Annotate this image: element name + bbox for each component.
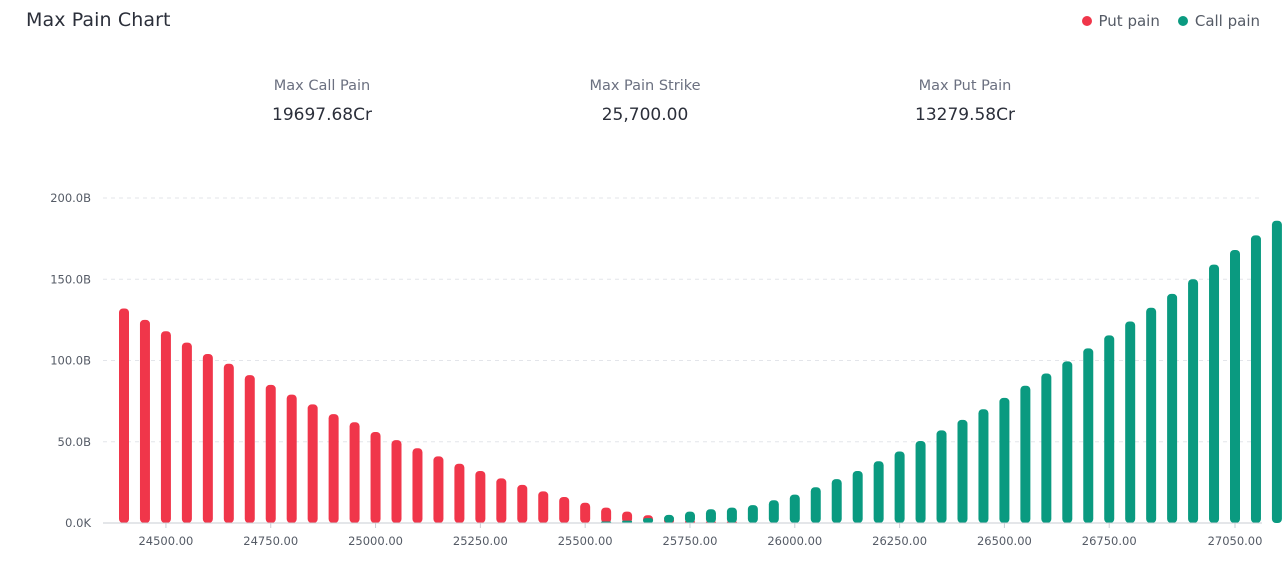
put-pain-bar[interactable]	[223, 363, 234, 523]
legend: Put pain Call pain	[1081, 12, 1260, 30]
call-pain-bar[interactable]	[664, 514, 675, 523]
legend-item-call[interactable]: Call pain	[1177, 12, 1260, 30]
call-pain-bar[interactable]	[1104, 335, 1115, 523]
x-tick-label: 25250.00	[453, 534, 508, 548]
call-pain-bar[interactable]	[894, 451, 905, 524]
call-pain-bar[interactable]	[684, 511, 695, 523]
call-pain-bar[interactable]	[1083, 348, 1094, 523]
put-pain-bar[interactable]	[391, 440, 402, 523]
x-tick-label: 27050.00	[1208, 534, 1263, 548]
call-pain-bar[interactable]	[1188, 279, 1199, 523]
x-tick-label: 25000.00	[348, 534, 403, 548]
put-pain-bar[interactable]	[412, 448, 423, 523]
call-pain-bar[interactable]	[957, 419, 968, 523]
stat-label: Max Call Pain	[273, 78, 371, 94]
x-tick-label: 26500.00	[977, 534, 1032, 548]
call-pain-bar[interactable]	[978, 409, 989, 523]
y-tick-label: 200.0B	[50, 191, 91, 205]
call-pain-bar[interactable]	[810, 487, 821, 523]
put-pain-bar[interactable]	[601, 507, 612, 523]
stat-max-pain-strike: Max Pain Strike 25,700.00	[525, 78, 765, 125]
put-pain-bar[interactable]	[139, 319, 150, 523]
put-pain-bar[interactable]	[622, 511, 633, 523]
chart-title: Max Pain Chart	[26, 9, 171, 31]
call-pain-dot-icon	[1177, 16, 1188, 26]
stat-label: Max Put Pain	[918, 78, 1012, 94]
put-pain-bar[interactable]	[265, 384, 276, 523]
call-pain-bar[interactable]	[747, 505, 758, 523]
call-pain-bar[interactable]	[1209, 264, 1220, 523]
call-pain-bar[interactable]	[1250, 235, 1261, 523]
call-pain-bar[interactable]	[1041, 373, 1052, 524]
put-pain-bar[interactable]	[370, 432, 381, 523]
legend-label-put: Put pain	[1098, 12, 1160, 30]
put-pain-bar[interactable]	[244, 375, 255, 523]
stat-value: 19697.68Cr	[272, 105, 372, 125]
put-pain-bar[interactable]	[433, 456, 444, 523]
call-pain-bar[interactable]	[1146, 307, 1157, 523]
call-pain-bar[interactable]	[1020, 385, 1031, 523]
y-tick-label: 150.0B	[50, 272, 91, 286]
stat-value: 25,700.00	[601, 105, 689, 125]
stat-max-call-pain: Max Call Pain 19697.68Cr	[202, 78, 442, 125]
put-pain-bar[interactable]	[349, 422, 360, 523]
y-tick-label: 50.0B	[58, 435, 92, 449]
call-pain-bar[interactable]	[643, 518, 654, 523]
put-pain-dot-icon	[1081, 16, 1092, 26]
stat-value: 13279.58Cr	[915, 105, 1015, 125]
call-pain-bar[interactable]	[1125, 321, 1136, 524]
call-pain-bar[interactable]	[831, 479, 842, 523]
call-pain-bar[interactable]	[1230, 250, 1240, 523]
x-tick-label: 26750.00	[1082, 534, 1137, 548]
call-pain-bar[interactable]	[789, 494, 800, 523]
x-tick-label: 24750.00	[243, 534, 298, 548]
stat-max-put-pain: Max Put Pain 13279.58Cr	[845, 78, 1085, 125]
put-pain-bar[interactable]	[181, 342, 192, 523]
x-tick-label: 26000.00	[767, 534, 822, 548]
call-pain-bar[interactable]	[873, 461, 884, 523]
put-pain-bar[interactable]	[496, 478, 507, 523]
call-pain-bar[interactable]	[852, 471, 863, 523]
put-pain-bar[interactable]	[559, 497, 570, 523]
put-pain-bar[interactable]	[160, 331, 171, 523]
call-pain-bar[interactable]	[915, 440, 926, 523]
x-tick-label: 25750.00	[663, 534, 718, 548]
call-pain-bar[interactable]	[1167, 293, 1178, 523]
x-tick-label: 24500.00	[138, 534, 193, 548]
call-pain-bar[interactable]	[705, 509, 716, 523]
put-pain-bar[interactable]	[580, 502, 591, 523]
call-pain-bar[interactable]	[999, 397, 1010, 523]
put-pain-bar[interactable]	[538, 491, 549, 523]
legend-item-put[interactable]: Put pain	[1081, 12, 1160, 30]
put-pain-bar[interactable]	[202, 354, 213, 523]
call-pain-bar[interactable]	[936, 430, 947, 523]
stat-label: Max Pain Strike	[589, 78, 701, 94]
legend-label-call: Call pain	[1194, 12, 1260, 30]
put-pain-bar[interactable]	[328, 414, 339, 523]
put-pain-bar[interactable]	[454, 463, 465, 523]
y-tick-label: 100.0B	[50, 354, 91, 368]
put-pain-bar[interactable]	[307, 404, 318, 523]
call-pain-bar[interactable]	[768, 500, 779, 523]
call-pain-bar[interactable]	[1062, 361, 1073, 523]
x-tick-label: 26250.00	[872, 534, 927, 548]
call-pain-bar[interactable]	[1271, 220, 1282, 523]
put-pain-bar[interactable]	[517, 484, 528, 523]
put-pain-bar[interactable]	[475, 471, 486, 523]
put-pain-bar[interactable]	[119, 308, 129, 524]
y-tick-label: 0.0K	[65, 516, 91, 530]
put-pain-bar[interactable]	[286, 394, 297, 523]
call-pain-bar[interactable]	[622, 520, 633, 523]
x-tick-label: 25500.00	[558, 534, 613, 548]
call-pain-bar[interactable]	[726, 507, 737, 523]
